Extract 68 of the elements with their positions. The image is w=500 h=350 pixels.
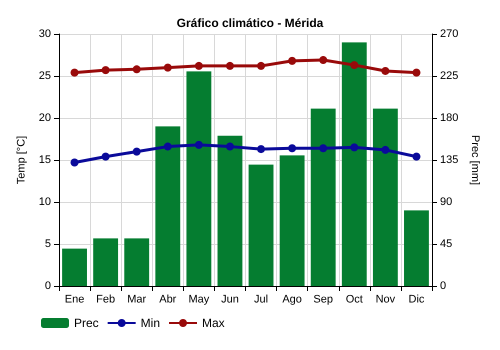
x-tick-label: Nov	[376, 294, 396, 306]
point	[381, 66, 390, 75]
x-tick-label: Abr	[159, 294, 177, 306]
bar	[310, 108, 336, 286]
y2-tick-label: 90	[440, 196, 452, 208]
point	[257, 145, 266, 154]
bar	[62, 248, 87, 286]
y-tick-label: 20	[38, 112, 51, 124]
legend-label: Max	[202, 316, 225, 330]
point	[194, 62, 203, 70]
point	[164, 64, 172, 72]
y2-tick-label: 0	[440, 280, 446, 292]
point	[381, 146, 390, 154]
x-tick-label: Feb	[96, 294, 116, 306]
point	[194, 140, 203, 149]
point	[350, 143, 358, 152]
x-tick-label: Mar	[127, 294, 147, 306]
x-tick-label: Ene	[64, 294, 84, 306]
point	[288, 56, 296, 65]
bar	[404, 210, 429, 286]
bar	[218, 136, 242, 286]
x-tick-label: Jul	[254, 294, 268, 306]
y-tick-label: 10	[38, 196, 51, 208]
point	[102, 152, 110, 161]
y-tick-label: 5	[44, 238, 51, 250]
y-tick-label: 0	[44, 280, 51, 292]
point	[226, 62, 234, 70]
x-tick-label: Dic	[408, 294, 425, 306]
point	[70, 68, 79, 77]
bar	[342, 42, 367, 286]
bar	[186, 71, 212, 286]
y2-tick-label: 180	[440, 112, 458, 124]
point	[257, 62, 266, 70]
x-tick-label: Sep	[313, 294, 333, 306]
x-tick-label: Ago	[282, 294, 302, 306]
point	[102, 66, 110, 74]
y2-tick-label: 270	[440, 28, 458, 40]
point	[132, 65, 141, 74]
point	[412, 152, 420, 161]
y-tick-label: 15	[38, 154, 51, 166]
legend-label: Min	[140, 316, 160, 330]
y-tick-label: 25	[38, 70, 51, 82]
y-tick-label: 30	[38, 28, 51, 40]
point	[132, 148, 141, 156]
bar	[372, 108, 398, 286]
y-axis-title: Temp [°C]	[16, 136, 28, 184]
legend-label: Prec	[74, 316, 99, 330]
point	[226, 142, 234, 151]
x-tick-label: Jun	[221, 294, 239, 306]
point	[70, 158, 79, 167]
bar	[124, 238, 150, 286]
point	[319, 56, 328, 64]
bar	[93, 238, 118, 286]
y2-axis-title: Prec [mm]	[468, 134, 481, 186]
point	[319, 144, 328, 152]
point	[164, 142, 172, 151]
y2-tick-label: 45	[440, 238, 452, 250]
point	[412, 68, 420, 77]
chart-title: Gráfico climático - Mérida	[176, 16, 324, 30]
bar	[280, 155, 305, 286]
bar	[155, 126, 180, 286]
x-tick-label: Oct	[346, 294, 363, 306]
y2-tick-label: 135	[440, 154, 458, 166]
y2-tick-label: 225	[440, 70, 458, 82]
point	[350, 61, 358, 70]
point	[288, 144, 296, 152]
x-tick-label: May	[188, 294, 210, 306]
bar	[248, 164, 274, 286]
